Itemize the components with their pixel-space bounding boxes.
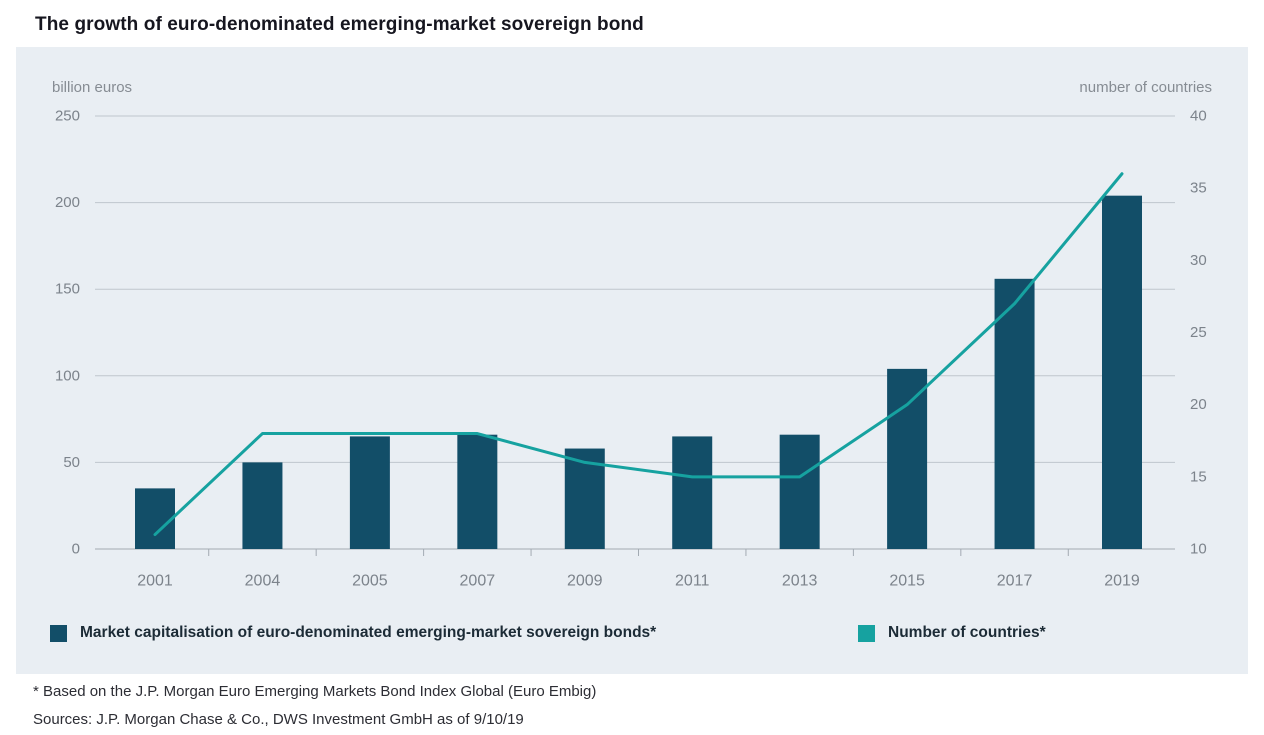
left-axis-tick-label: 200 xyxy=(55,194,80,211)
x-axis-category-label: 2019 xyxy=(1104,573,1140,590)
x-axis-category-label: 2015 xyxy=(889,573,925,590)
right-axis-title: number of countries xyxy=(1079,79,1212,96)
footnote-sources: Sources: J.P. Morgan Chase & Co., DWS In… xyxy=(33,711,524,728)
right-axis-tick-label: 20 xyxy=(1190,396,1207,413)
legend-item-countries: Number of countries* xyxy=(858,624,1046,642)
bar xyxy=(994,278,1035,549)
bar-series-label: Market capitalisation of euro-denominate… xyxy=(80,624,657,641)
left-axis-tick-label: 150 xyxy=(55,281,80,298)
bar-series-swatch xyxy=(50,624,67,642)
bar xyxy=(779,434,820,549)
left-axis-title: billion euros xyxy=(52,79,133,96)
x-axis-category-label: 2004 xyxy=(245,573,281,590)
line-series-label: Number of countries* xyxy=(888,624,1046,641)
bar xyxy=(349,436,390,549)
line-series-swatch xyxy=(858,624,875,642)
right-axis-tick-label: 25 xyxy=(1190,324,1207,341)
x-axis-category-label: 2013 xyxy=(782,573,818,590)
bar xyxy=(887,368,928,549)
bar xyxy=(672,436,713,549)
x-axis-category-label: 2001 xyxy=(137,573,173,590)
x-axis-category-label: 2011 xyxy=(675,573,710,590)
bar xyxy=(1102,195,1142,549)
bar xyxy=(457,434,498,549)
chart-svg: 0 50 100 150 200 250 10 15 20 25 30 35 40 2001 2004 200… xyxy=(55,108,1207,590)
left-axis-tick-label: 50 xyxy=(63,454,80,471)
left-axis-tick-label: 0 xyxy=(72,541,80,558)
right-axis-tick-label: 35 xyxy=(1190,180,1207,197)
x-axis-category-label: 2009 xyxy=(567,573,603,590)
right-axis-tick-label: 30 xyxy=(1190,252,1207,269)
right-axis-tick-label: 15 xyxy=(1190,468,1207,485)
x-axis-category-label: 2017 xyxy=(997,573,1033,590)
page-title: The growth of euro-denominated emerging-… xyxy=(35,14,644,35)
x-axis-category-label: 2007 xyxy=(460,573,496,590)
chart-panel: billion euros number of countries 0 50 100… xyxy=(16,47,1248,674)
right-axis-tick-label: 10 xyxy=(1190,541,1207,558)
left-axis-tick-label: 250 xyxy=(55,108,80,125)
x-axis-category-label: 2005 xyxy=(352,573,388,590)
left-axis-tick-label: 100 xyxy=(55,367,80,384)
bar xyxy=(135,488,175,549)
bar xyxy=(242,462,283,549)
footnotes: * Based on the J.P. Morgan Euro Emerging… xyxy=(33,682,1264,730)
right-axis-tick-label: 40 xyxy=(1190,108,1207,125)
footnote-definition: * Based on the J.P. Morgan Euro Emerging… xyxy=(33,683,597,700)
countries-line xyxy=(153,172,1124,537)
legend-item-market-cap: Market capitalisation of euro-denominate… xyxy=(50,624,656,642)
